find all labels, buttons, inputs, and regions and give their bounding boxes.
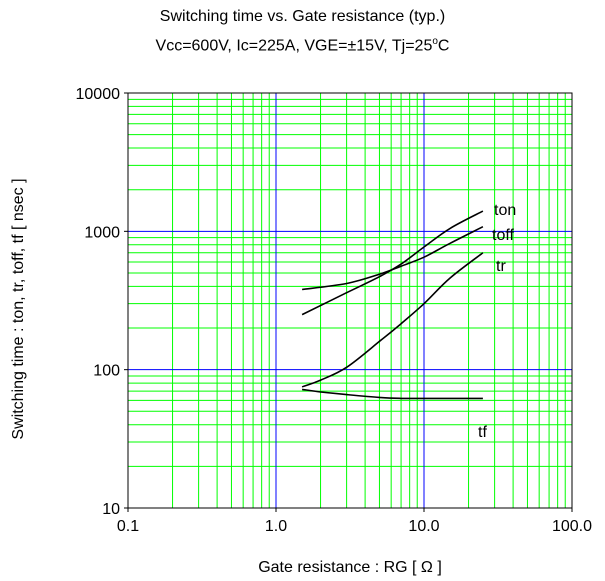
y-tick-label: 100 bbox=[93, 363, 120, 380]
plot-area-frame bbox=[127, 92, 573, 509]
series-labels: ton toff tr tf bbox=[478, 202, 516, 441]
chart-subtitle: Vcc=600V, Ic=225A, VGE=±15V, Tj=25oC bbox=[0, 36, 605, 55]
subtitle-main: Vcc=600V, Ic=225A, VGE=±15V, Tj=25 bbox=[155, 37, 433, 55]
series-label-toff: toff bbox=[492, 227, 515, 244]
series-label-ton: ton bbox=[494, 202, 516, 219]
series-label-tf: tf bbox=[478, 424, 487, 441]
chart-title: Switching time vs. Gate resistance (typ.… bbox=[159, 8, 446, 25]
x-tick-label: 10.0 bbox=[408, 518, 439, 535]
y-tick-label: 10 bbox=[102, 501, 120, 518]
series-line-toff bbox=[301, 225, 484, 291]
series-line-tr bbox=[301, 252, 484, 388]
x-tick-label: 0.1 bbox=[117, 518, 139, 535]
y-tick-label: 10000 bbox=[76, 86, 121, 103]
x-tick-label: 1.0 bbox=[265, 518, 287, 535]
grid bbox=[127, 92, 573, 509]
series bbox=[301, 210, 484, 400]
x-tick-label: 100.0 bbox=[552, 518, 592, 535]
tick-labels: 0.1 1.0 10.0 100.0 10 100 1000 10000 bbox=[76, 86, 593, 535]
y-tick-label: 1000 bbox=[84, 224, 120, 241]
y-axis-label: Switching time : ton, tr, toff, tf [ nse… bbox=[10, 178, 27, 439]
series-label-tr: tr bbox=[496, 258, 506, 275]
series-line-ton bbox=[301, 210, 484, 316]
subtitle-suffix: C bbox=[437, 37, 450, 55]
x-axis-label: Gate resistance : RG [ Ω ] bbox=[258, 559, 442, 576]
series-line-tf bbox=[301, 388, 483, 400]
subtitle-superscript: o bbox=[432, 36, 438, 47]
